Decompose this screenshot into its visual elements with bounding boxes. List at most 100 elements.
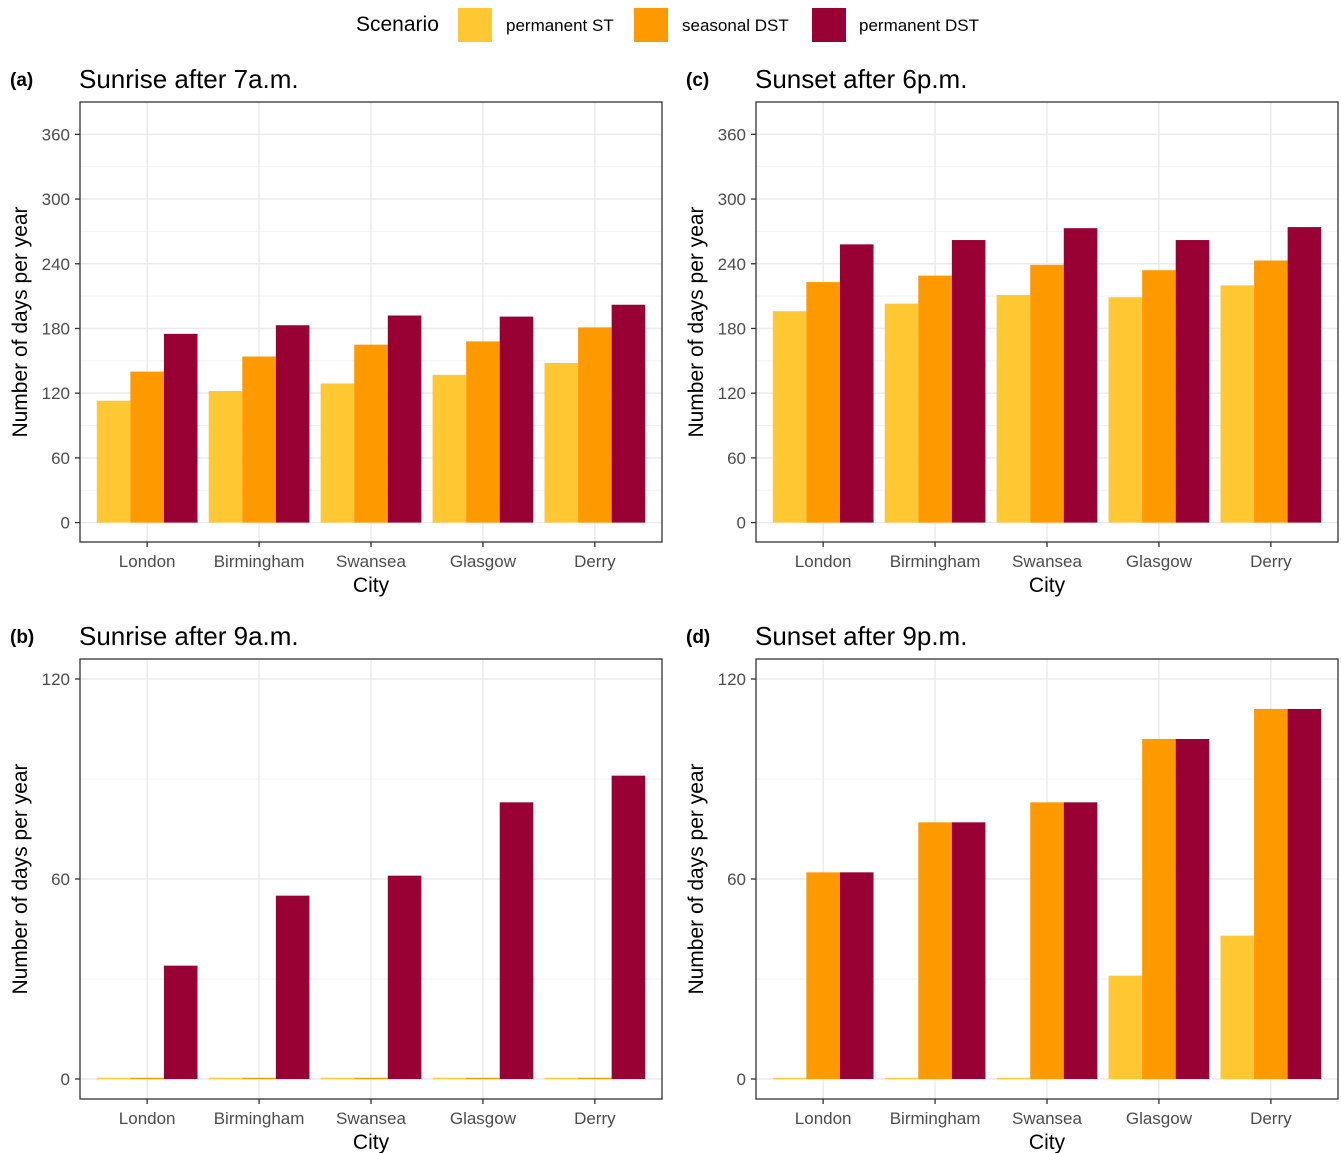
bar [839,244,874,523]
bar [1175,240,1210,523]
y-tick-label: 0 [61,514,70,533]
panel-tag: (c) [686,70,709,91]
bar [544,1077,579,1079]
x-tick-label: Swansea [1012,1109,1082,1128]
chart-svg: (a) Sunrise after 7a.m. 0 60 120 180 240 300 360… [9,64,663,597]
x-tick-label: Birmingham [890,1109,981,1128]
x-tick-label: Derry [574,1109,616,1128]
bar [772,1077,807,1079]
x-tick-label: Swansea [336,552,406,571]
bar [1030,264,1064,523]
bar [1142,739,1176,1079]
legend-label-permanent-dst: permanent DST [859,16,979,35]
y-tick-label: 120 [718,670,746,689]
bar [1254,709,1288,1079]
x-axis-title: City [1029,1131,1066,1153]
panel-tag: (b) [10,627,34,648]
y-tick-label: 360 [718,125,746,144]
y-tick-label: 300 [42,190,70,209]
bar [432,374,467,523]
x-axis-title: City [1029,574,1066,597]
x-tick-label: Glasgow [1126,552,1193,571]
y-tick-label: 180 [42,319,70,338]
chart-title: Sunset after 6p.m. [755,64,967,94]
bar [130,1077,164,1079]
y-tick-label: 0 [61,1070,70,1089]
bar [466,1077,500,1079]
y-tick-label: 60 [727,449,746,468]
bar [611,304,646,523]
bar [387,315,422,523]
bar [839,872,874,1079]
bar [578,1077,612,1079]
x-tick-label: Glasgow [450,1109,517,1128]
y-tick-label: 300 [718,190,746,209]
bar [1108,297,1143,523]
bar [466,341,500,523]
y-axis-title: Number of days per year [9,763,32,994]
bar [918,275,952,523]
bar [1287,227,1322,523]
x-tick-label: Swansea [1012,552,1082,571]
bar [1142,270,1176,523]
panel-tag: (a) [10,70,33,91]
bar [96,1077,131,1079]
bar [499,802,534,1079]
bar [96,400,131,523]
bar [354,1077,388,1079]
y-tick-label: 60 [727,870,746,889]
chart-panel-d: (d) Sunset after 9p.m. 0 60 120 London Birming… [676,612,1341,1153]
x-tick-label: London [795,552,852,571]
y-tick-label: 240 [42,255,70,274]
bar [1254,260,1288,523]
bar [275,325,310,523]
legend-title: Scenario [356,13,439,36]
bar [918,822,952,1079]
y-tick-label: 240 [718,255,746,274]
x-tick-label: Birmingham [890,552,981,571]
bar [951,240,986,523]
y-axis-title: Number of days per year [685,763,708,994]
bar [806,282,840,523]
bar [951,822,986,1079]
legend: Scenario permanent ST seasonal DST perma… [0,0,1341,52]
x-tick-label: Derry [574,552,616,571]
y-axis-title: Number of days per year [685,206,708,437]
x-tick-label: London [119,1109,176,1128]
x-tick-label: Derry [1250,1109,1292,1128]
bar [242,356,276,523]
y-tick-label: 0 [737,1070,746,1089]
bar [163,333,198,523]
bar [208,391,243,523]
legend-label-permanent-st: permanent ST [506,16,614,35]
bar [544,362,579,523]
chart-panel-c: (c) Sunset after 6p.m. 0 60 120 180 240 300 360 L… [676,55,1341,597]
x-axis-title: City [353,574,390,597]
x-tick-label: Birmingham [214,1109,305,1128]
bar [130,371,164,523]
chart-svg: (c) Sunset after 6p.m. 0 60 120 180 240 300 360 L… [685,64,1339,597]
bar [387,875,422,1079]
bar [163,965,198,1079]
bar [996,295,1031,523]
bar [1030,802,1064,1079]
bar [432,1077,467,1079]
bar [996,1077,1031,1079]
chart-title: Sunset after 9p.m. [755,621,967,651]
y-axis-title: Number of days per year [9,206,32,437]
bar [611,775,646,1079]
legend-key-permanent-dst [812,8,846,42]
y-tick-label: 60 [51,870,70,889]
x-tick-label: London [795,1109,852,1128]
bar [884,1077,919,1079]
bar [884,303,919,523]
bar [320,1077,355,1079]
legend-label-seasonal-dst: seasonal DST [682,16,789,35]
y-tick-label: 120 [718,384,746,403]
x-tick-label: Swansea [336,1109,406,1128]
y-tick-label: 180 [718,319,746,338]
chart-title: Sunrise after 7a.m. [79,64,299,94]
x-tick-label: Derry [1250,552,1292,571]
chart-svg: (d) Sunset after 9p.m. 0 60 120 London Birming… [685,621,1339,1153]
chart-panel-b: (b) Sunrise after 9a.m. 0 60 120 London Birmin… [0,612,665,1153]
